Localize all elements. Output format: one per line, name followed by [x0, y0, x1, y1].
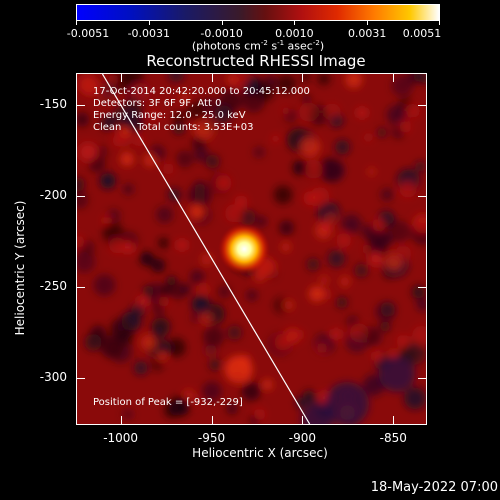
energy-range-info: Energy Range: 12.0 - 25.0 keV: [93, 110, 246, 121]
colorbar-tick: [294, 21, 296, 25]
y-axis-label: Heliocentric Y (arcsec): [13, 200, 27, 336]
colorbar-tick: [148, 21, 150, 25]
generation-timestamp: 18-May-2022 07:00: [370, 480, 498, 495]
x-tick-label: -1000: [103, 431, 139, 445]
colorbar: [76, 4, 440, 21]
y-tick: [418, 196, 426, 198]
colorbar-tick-label: -0.0051: [66, 27, 110, 40]
plot-area: 17-Oct-2014 20:42:20.000 to 20:45:12.000…: [76, 73, 427, 425]
colorbar-tick-label: -0.0010: [200, 27, 243, 40]
peak-position-info: Position of Peak = [-932,-229]: [93, 397, 243, 408]
colorbar-units: (photons cm-2 s-1 asec-2): [191, 39, 325, 53]
plot-title: Reconstructed RHESSI Image: [146, 52, 366, 70]
y-tick-label: -300: [39, 370, 67, 385]
colorbar-tick-label: 0.0010: [275, 27, 314, 40]
solar-limb-line: [101, 74, 311, 424]
observation-time: 17-Oct-2014 20:42:20.000 to 20:45:12.000: [93, 86, 310, 97]
colorbar-tick: [439, 21, 440, 25]
y-tick: [418, 287, 426, 289]
rhessi-image-heatmap: [77, 74, 426, 424]
x-tick: [393, 416, 395, 424]
colorbar-tick: [221, 21, 223, 25]
x-tick: [302, 74, 304, 82]
y-tick: [77, 196, 85, 198]
x-tick-label: -850: [379, 431, 407, 445]
x-axis-label: Heliocentric X (arcsec): [192, 446, 328, 460]
peak-source: [218, 223, 271, 275]
clean-counts-info: Clean Total counts: 3.53E+03: [93, 122, 254, 133]
x-tick: [211, 416, 213, 424]
x-tick: [393, 74, 395, 82]
y-tick: [418, 378, 426, 380]
colorbar-tick-label: 0.0031: [347, 27, 387, 40]
x-tick-label: -900: [288, 431, 317, 445]
x-tick-label: -950: [197, 431, 226, 445]
x-tick: [211, 74, 213, 82]
y-tick-label: -200: [39, 188, 67, 203]
y-tick: [77, 287, 85, 289]
colorbar-tick-label: 0.0051: [402, 27, 442, 40]
y-tick: [77, 378, 85, 380]
detectors-info: Detectors: 3F 6F 9F, Att 0: [93, 98, 222, 109]
colorbar-tick: [76, 21, 77, 25]
x-tick: [120, 74, 122, 82]
y-tick: [77, 104, 85, 106]
x-tick: [120, 416, 122, 424]
x-tick: [302, 416, 304, 424]
y-tick-label: -150: [39, 96, 67, 111]
colorbar-tick: [367, 21, 369, 25]
colorbar-tick-label: -0.0031: [127, 27, 171, 40]
y-tick: [418, 104, 426, 106]
y-tick-label: -250: [39, 279, 67, 294]
